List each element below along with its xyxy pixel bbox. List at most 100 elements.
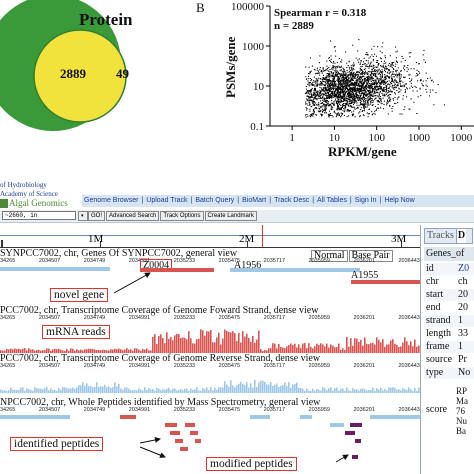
peptide-feature[interactable] bbox=[180, 447, 188, 451]
position-dropdown[interactable]: ▾ bbox=[78, 211, 88, 221]
reverse-coverage[interactable] bbox=[0, 373, 420, 393]
detail-row-value: 1 bbox=[458, 341, 463, 352]
gene-bar-a1955[interactable] bbox=[351, 280, 420, 284]
scatter-point bbox=[327, 79, 329, 81]
peptide-feature[interactable] bbox=[300, 415, 312, 419]
nav-biomart[interactable]: BioMart bbox=[242, 197, 267, 204]
scatter-point bbox=[357, 89, 359, 91]
tab-detail[interactable]: D bbox=[455, 229, 467, 243]
base-pair-view-button[interactable]: Base Pair bbox=[348, 250, 393, 262]
scatter-point bbox=[372, 82, 374, 84]
peptide-feature[interactable] bbox=[330, 423, 344, 427]
scatter-point bbox=[352, 114, 354, 116]
scatter-point bbox=[326, 92, 328, 94]
gene-bar[interactable] bbox=[0, 267, 110, 271]
scatter-point bbox=[330, 75, 332, 77]
create-landmark-button[interactable]: Create Landmark bbox=[204, 211, 257, 221]
scatter-point bbox=[349, 93, 351, 95]
peptide-feature[interactable] bbox=[352, 455, 358, 459]
peptide-feature[interactable] bbox=[120, 415, 136, 419]
scatter-point bbox=[363, 101, 365, 103]
nav-help-now[interactable]: Help Now bbox=[384, 197, 415, 204]
scatter-point bbox=[379, 82, 381, 84]
go-button[interactable]: GO! bbox=[88, 211, 106, 221]
forward-coverage[interactable] bbox=[0, 323, 420, 353]
coverage-bar bbox=[22, 387, 24, 393]
scatter-point bbox=[332, 65, 334, 67]
track-options-button[interactable]: Track Options bbox=[160, 211, 204, 221]
scatter-point bbox=[335, 93, 337, 95]
scatter-point bbox=[308, 90, 310, 92]
scatter-point bbox=[339, 70, 341, 72]
scatter-point bbox=[330, 96, 332, 98]
scatter-point bbox=[398, 75, 400, 77]
scatter-point bbox=[336, 88, 338, 90]
advanced-search-button[interactable]: Advanced Search bbox=[106, 211, 160, 221]
gene-bar-a1956[interactable] bbox=[230, 268, 360, 272]
tab-tracks[interactable]: Tracks bbox=[427, 230, 454, 241]
peptide-feature[interactable] bbox=[195, 439, 201, 443]
peptide-feature[interactable] bbox=[170, 431, 180, 435]
scatter-point bbox=[408, 108, 410, 110]
scatter-point bbox=[422, 84, 424, 86]
gene-bar-z0004[interactable] bbox=[140, 268, 214, 272]
scatter-point bbox=[310, 93, 312, 95]
coverage-bar bbox=[200, 329, 202, 353]
scatter-point bbox=[385, 75, 387, 77]
position-input[interactable] bbox=[2, 211, 76, 220]
peptide-feature[interactable] bbox=[345, 431, 355, 435]
nav-sign-in[interactable]: Sign In bbox=[354, 197, 377, 204]
peptide-feature[interactable] bbox=[250, 415, 270, 419]
gene-label-a1955[interactable]: A1955 bbox=[351, 270, 379, 281]
x-axis-label: RPKM/gene bbox=[328, 144, 397, 159]
peptide-feature[interactable] bbox=[355, 439, 361, 443]
scatter-point bbox=[353, 78, 355, 80]
scatter-point bbox=[361, 81, 363, 83]
coverage-bar bbox=[224, 381, 226, 393]
scatter-point bbox=[358, 96, 360, 98]
track-area: 1M 2M 3M SYNPCC7002, chr, Genes Of SYNPC… bbox=[0, 225, 420, 474]
normal-view-button[interactable]: Normal bbox=[311, 250, 348, 262]
peptide-feature[interactable] bbox=[165, 423, 177, 427]
scatter-point bbox=[352, 75, 354, 77]
gene-label-a1956[interactable]: A1956 bbox=[234, 260, 262, 271]
peptide-feature[interactable] bbox=[190, 431, 198, 435]
scatter-point bbox=[388, 96, 390, 98]
scatter-point bbox=[352, 104, 354, 106]
scatter-point bbox=[337, 98, 339, 100]
scatter-point bbox=[332, 116, 334, 118]
coverage-bar bbox=[142, 390, 144, 393]
nav-track-desc[interactable]: Track Desc bbox=[274, 197, 310, 204]
nav-genome-browser[interactable]: Genome Browser bbox=[84, 197, 139, 204]
scatter-point bbox=[349, 81, 351, 83]
scatter-point bbox=[352, 76, 354, 78]
nav-batch-query[interactable]: Batch Query bbox=[195, 197, 235, 204]
scatter-point bbox=[409, 81, 411, 83]
peptide-feature[interactable] bbox=[175, 439, 183, 443]
scatter-point bbox=[335, 98, 337, 100]
peptide-feature[interactable] bbox=[0, 415, 70, 419]
panel-label-b: B bbox=[196, 0, 205, 15]
peptide-feature[interactable] bbox=[370, 415, 420, 419]
scatter-point bbox=[339, 90, 341, 92]
coverage-bar bbox=[68, 350, 70, 353]
scatter-point bbox=[400, 70, 402, 72]
scatter-point bbox=[371, 97, 373, 99]
peptide-feature[interactable] bbox=[185, 423, 195, 427]
scatter-point bbox=[372, 90, 374, 92]
nav-all-tables[interactable]: All Tables bbox=[317, 197, 347, 204]
coverage-bar bbox=[62, 350, 64, 353]
nav-upload-track[interactable]: Upload Track bbox=[146, 197, 188, 204]
scatter-point bbox=[375, 97, 377, 99]
peptide-features[interactable] bbox=[0, 415, 420, 474]
scatter-point bbox=[322, 81, 324, 83]
scatter-point bbox=[345, 80, 347, 82]
peptide-feature[interactable] bbox=[350, 423, 362, 427]
scatter-point bbox=[366, 77, 368, 79]
scatter-point bbox=[399, 77, 401, 79]
scatter-point bbox=[399, 81, 401, 83]
scatter-point bbox=[333, 81, 335, 83]
overview-ruler[interactable] bbox=[0, 235, 420, 248]
scatter-point bbox=[325, 78, 327, 80]
scatter-point bbox=[373, 100, 375, 102]
